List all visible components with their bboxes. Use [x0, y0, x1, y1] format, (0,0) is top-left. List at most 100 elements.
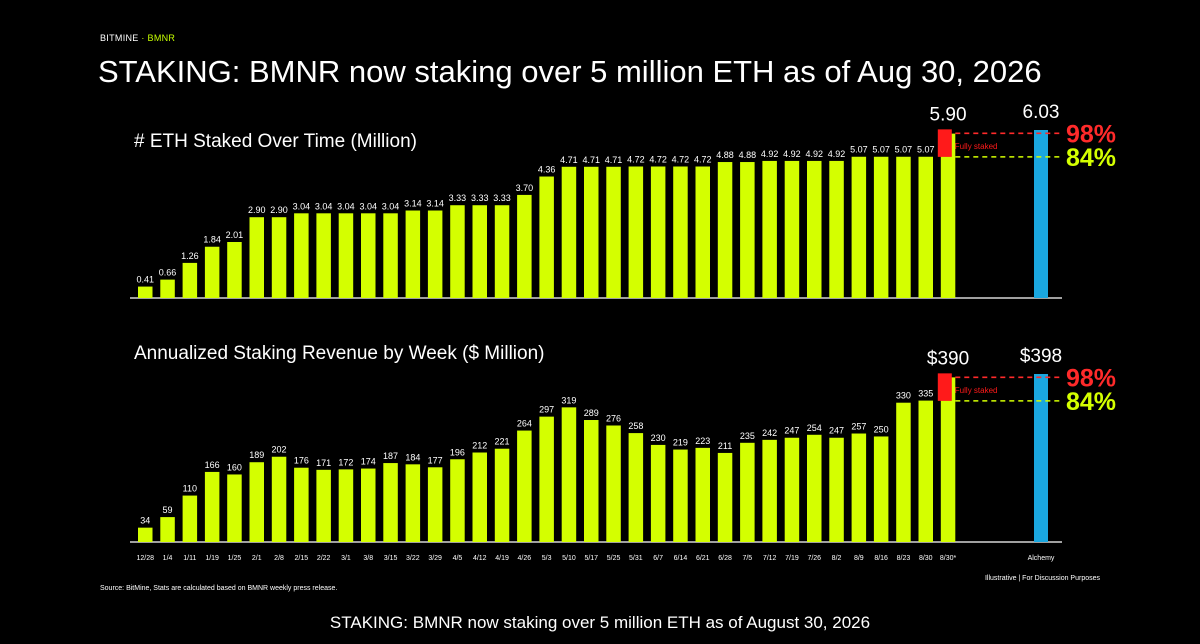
- data-label: 289: [584, 408, 599, 418]
- bar: [584, 166, 599, 298]
- bar: [517, 430, 532, 542]
- bar: [829, 160, 844, 298]
- bar: [450, 459, 465, 542]
- bar: [472, 205, 487, 298]
- data-label: 2.90: [270, 205, 288, 215]
- x-tick-label: 12/28: [136, 555, 154, 562]
- bar: [472, 452, 487, 542]
- bar: [851, 433, 867, 542]
- source-note: Source: BitMine, Stats are calculated ba…: [100, 585, 337, 592]
- x-tick-label: 4/5: [453, 555, 463, 562]
- bar: [628, 166, 644, 298]
- data-label: 335: [918, 389, 933, 399]
- data-label: 3.14: [426, 199, 444, 209]
- data-label: 5.07: [850, 145, 868, 155]
- bar: [160, 279, 175, 298]
- bar: [650, 444, 666, 542]
- fully-staked-label: Fully staked: [955, 142, 998, 151]
- bar: [940, 133, 956, 298]
- data-label: 4.71: [560, 155, 578, 165]
- data-label: 0.66: [159, 268, 177, 278]
- x-tick-label: 1/19: [205, 555, 219, 562]
- x-tick-label: 8/16: [874, 555, 888, 562]
- data-label: 3.04: [315, 201, 333, 211]
- bar: [673, 166, 688, 298]
- bar: [138, 286, 153, 298]
- bar: [807, 434, 822, 542]
- bar: [673, 449, 688, 542]
- bar: [717, 452, 733, 542]
- chart-title-staking-revenue: Annualized Staking Revenue by Week ($ Mi…: [134, 343, 544, 364]
- data-label: 258: [628, 421, 643, 431]
- eth-staked-chart: # ETH Staked Over Time (Million) 0.41 0.6…: [130, 102, 1116, 299]
- reference-label: 84%: [1066, 388, 1116, 416]
- fully-staked-marker: [937, 373, 952, 401]
- bar: [561, 407, 577, 542]
- bar: [316, 469, 331, 542]
- x-tick-label: 1/25: [228, 555, 242, 562]
- data-label: 254: [807, 423, 822, 433]
- footer-note: Illustrative | For Discussion Purposes: [985, 575, 1101, 582]
- data-label: 5.07: [895, 145, 913, 155]
- bar: [606, 425, 621, 542]
- bar-alchemy: [1034, 374, 1048, 542]
- data-label: 4.88: [716, 150, 734, 160]
- bar: [338, 213, 354, 298]
- data-label: 264: [517, 419, 532, 429]
- bar: [740, 442, 755, 542]
- data-label: 4.92: [783, 149, 801, 159]
- data-label: 319: [561, 395, 576, 405]
- data-label: 276: [606, 413, 621, 423]
- data-label: 2.90: [248, 205, 266, 215]
- data-label: 196: [450, 447, 465, 457]
- bar: [873, 436, 889, 542]
- x-tick-label: 2/22: [317, 555, 331, 562]
- data-label: 330: [896, 391, 911, 401]
- x-tick-label: 5/3: [542, 555, 552, 562]
- bar: [160, 517, 175, 542]
- bar: [784, 437, 800, 542]
- x-tick-label: 4/26: [518, 555, 532, 562]
- data-label: 3.33: [493, 193, 511, 203]
- data-label: 110: [183, 484, 197, 494]
- data-label: 3.33: [449, 193, 467, 203]
- bar: [383, 213, 398, 298]
- bar: [695, 166, 710, 298]
- x-tick-label: 5/25: [607, 555, 621, 562]
- brand-ticker: BMNR: [147, 33, 176, 43]
- reference-label: 84%: [1066, 144, 1116, 172]
- data-label: 4.88: [739, 150, 757, 160]
- x-tick-label: 6/28: [718, 555, 732, 562]
- data-label: 4.92: [828, 149, 846, 159]
- data-label: 1.26: [181, 251, 199, 261]
- data-label: 3.04: [359, 201, 377, 211]
- page-caption: STAKING: BMNR now staking over 5 million…: [329, 613, 871, 632]
- bar: [829, 437, 844, 542]
- bar: [873, 156, 889, 298]
- data-label: 59: [163, 505, 173, 515]
- fully-staked-label: Fully staked: [955, 386, 998, 395]
- data-label: 3.04: [293, 201, 311, 211]
- bar: [316, 213, 331, 298]
- bar: [204, 471, 220, 542]
- x-tick-label: 6/14: [674, 555, 688, 562]
- bar: [182, 495, 198, 542]
- data-label: 4.72: [649, 154, 667, 164]
- bar: [940, 377, 956, 542]
- data-label: 297: [539, 405, 554, 415]
- bar: [427, 210, 443, 298]
- data-label: 3.04: [337, 201, 355, 211]
- x-tick-label: 4/19: [495, 555, 509, 562]
- bar: [249, 462, 264, 542]
- staking-revenue-chart: Annualized Staking Revenue by Week ($ Mi…: [130, 343, 1116, 543]
- x-tick-label: 8/23: [897, 555, 911, 562]
- x-tick-label: 3/8: [363, 555, 373, 562]
- data-label: 4.36: [538, 165, 556, 175]
- bar: [650, 166, 666, 298]
- x-tick-label: 5/17: [584, 555, 598, 562]
- reference-label: 98%: [1066, 364, 1116, 392]
- x-tick-label: 8/30: [919, 555, 933, 562]
- bar: [740, 162, 755, 298]
- data-label: 34: [140, 516, 150, 526]
